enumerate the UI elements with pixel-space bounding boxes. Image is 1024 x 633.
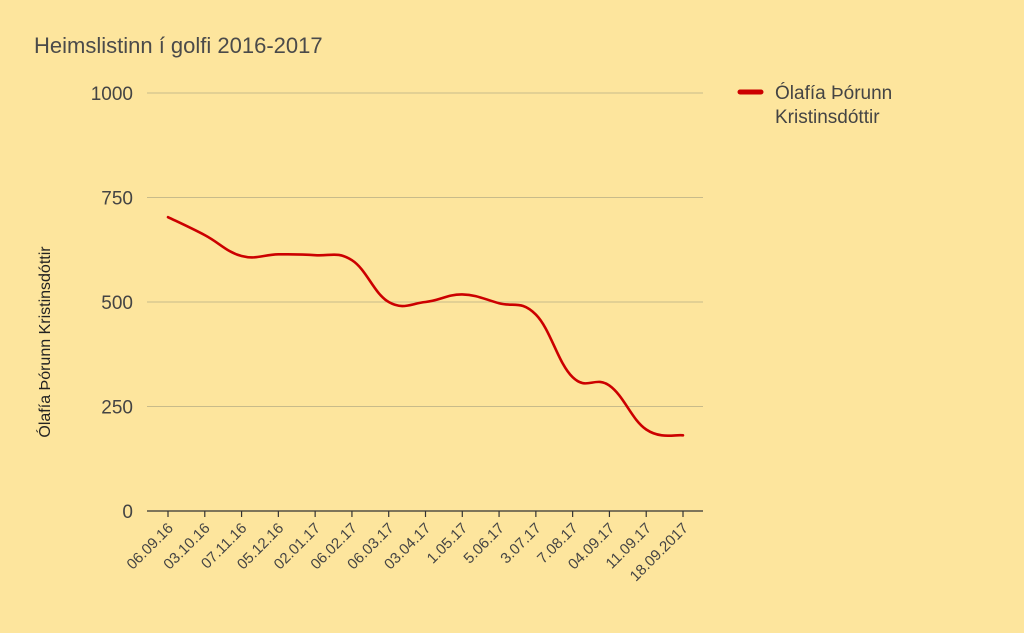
y-axis-label: Ólafía Þórunn Kristinsdóttir — [35, 246, 54, 438]
legend: Ólafía Þórunn Kristinsdóttir — [737, 82, 892, 128]
x-axis-ticks: 06.09.1603.10.1607.11.1605.12.1602.01.17… — [124, 511, 692, 585]
y-axis-ticks: 0 250 500 750 1000 — [91, 84, 133, 523]
y-tick-label: 0 — [122, 502, 133, 523]
series-lines — [166, 215, 685, 438]
y-tick-label: 250 — [101, 398, 133, 419]
y-tick-label: 750 — [101, 189, 133, 210]
x-tick-label: 5.06.17 — [460, 520, 507, 567]
y-tick-label: 500 — [101, 293, 133, 314]
legend-label: Ólafía Þórunn Kristinsdóttir — [775, 82, 892, 128]
y-tick-label: 1000 — [91, 84, 133, 105]
series-line — [166, 215, 685, 438]
chart-title: Heimslistinn í golfi 2016-2017 — [34, 33, 323, 58]
x-tick-label: 3.07.17 — [497, 520, 544, 567]
x-tick-label: 1.05.17 — [424, 520, 471, 567]
